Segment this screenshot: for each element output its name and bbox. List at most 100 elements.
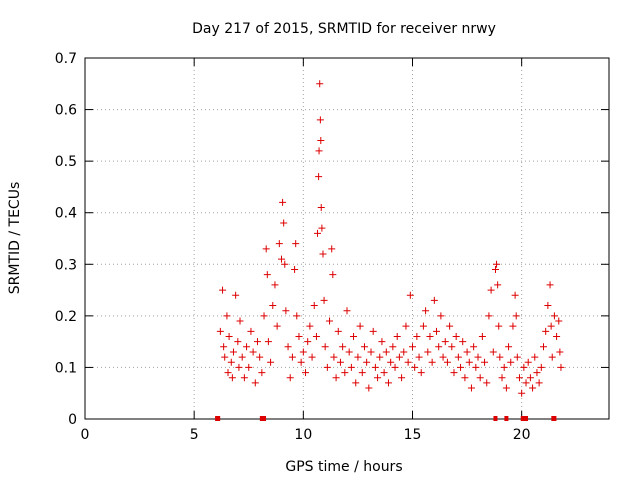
data-point (448, 343, 456, 351)
data-point (323, 363, 331, 371)
data-point (515, 374, 523, 382)
data-point (446, 322, 454, 330)
data-point (393, 332, 401, 340)
zero-marker (493, 416, 498, 421)
data-point (472, 363, 480, 371)
data-point (317, 137, 325, 145)
data-point (243, 343, 251, 351)
data-point (540, 343, 547, 351)
data-point (302, 369, 310, 377)
data-point (553, 332, 561, 340)
data-point (450, 369, 458, 377)
plot-frame (84, 57, 610, 420)
data-point (286, 374, 294, 382)
data-point (433, 327, 441, 335)
data-point (326, 317, 334, 325)
data-point (495, 322, 503, 330)
data-point (278, 255, 285, 263)
data-point (312, 332, 320, 340)
data-point (275, 240, 283, 248)
data-point (411, 363, 419, 371)
data-point (295, 332, 303, 340)
data-point (389, 343, 397, 351)
data-point (548, 353, 556, 361)
data-point (485, 312, 493, 320)
data-point (352, 379, 360, 387)
y-tick-label: 0.6 (55, 103, 77, 119)
data-point (293, 312, 301, 320)
data-point (224, 369, 232, 377)
data-point (513, 353, 521, 361)
data-point (474, 353, 482, 361)
data-point (249, 348, 257, 356)
data-point (318, 224, 326, 232)
data-point (264, 338, 272, 346)
data-point (557, 363, 565, 371)
data-point (483, 379, 491, 387)
data-point (524, 358, 532, 366)
data-point (382, 348, 390, 356)
data-point (374, 374, 382, 382)
data-point (234, 338, 242, 346)
y-axis-label: SRMTID / TECUs (7, 182, 23, 295)
data-point (345, 348, 353, 356)
data-point (367, 348, 375, 356)
data-point (371, 363, 379, 371)
data-point (454, 353, 462, 361)
data-point (219, 286, 227, 294)
data-point (419, 322, 427, 330)
data-point (498, 374, 506, 382)
data-point (292, 240, 300, 248)
data-point (336, 358, 344, 366)
data-point (247, 327, 255, 335)
x-axis-label: GPS time / hours (285, 459, 402, 475)
data-point (535, 379, 543, 387)
data-point (428, 358, 436, 366)
data-point (547, 322, 555, 330)
data-point (387, 358, 395, 366)
data-point (502, 384, 510, 392)
data-point (369, 327, 377, 335)
data-point (319, 250, 327, 258)
data-point (391, 363, 399, 371)
data-point (321, 343, 329, 351)
data-point (459, 338, 467, 346)
data-point (271, 281, 279, 289)
data-point (315, 173, 323, 181)
data-point (317, 204, 325, 212)
data-point (529, 384, 537, 392)
data-point (347, 363, 355, 371)
data-point (363, 358, 371, 366)
data-point (489, 348, 497, 356)
data-point (269, 302, 277, 310)
y-tick-label: 0.3 (55, 257, 77, 273)
data-point (245, 363, 253, 371)
zero-marker (504, 416, 509, 421)
data-point (461, 374, 469, 382)
data-point (306, 322, 314, 330)
data-point (314, 229, 322, 237)
data-point (520, 363, 528, 371)
data-point (360, 343, 368, 351)
data-point (235, 363, 243, 371)
data-point (452, 332, 460, 340)
chart-title: Day 217 of 2015, SRMTID for receiver nrw… (192, 21, 496, 37)
data-point (225, 332, 233, 340)
y-tick-label: 0.4 (55, 206, 77, 222)
data-points (215, 80, 565, 421)
data-point (273, 322, 281, 330)
data-point (426, 332, 434, 340)
data-point (487, 286, 495, 294)
data-point (400, 348, 408, 356)
data-point (330, 353, 338, 361)
data-point (556, 348, 564, 356)
zero-marker (520, 416, 525, 421)
data-point (284, 343, 292, 351)
data-point (505, 343, 513, 351)
y-tick-label: 0.5 (55, 154, 77, 170)
data-point (384, 379, 392, 387)
data-point (424, 348, 432, 356)
data-point (511, 291, 519, 299)
